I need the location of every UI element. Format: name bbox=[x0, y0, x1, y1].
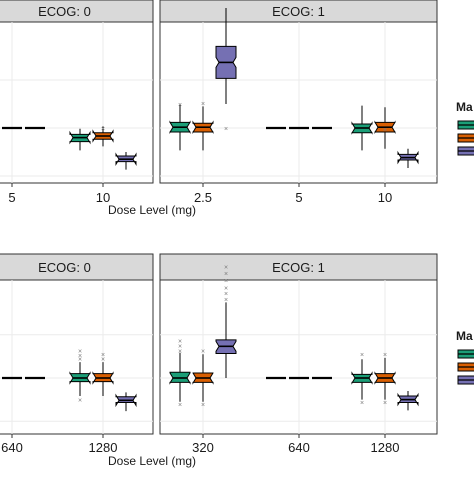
box-10-series-2 bbox=[115, 152, 137, 170]
outlier-point: × bbox=[178, 344, 182, 351]
box-2.5-series-0: × bbox=[169, 102, 191, 151]
outlier-point: × bbox=[383, 352, 387, 359]
x-tick-label: 10 bbox=[96, 190, 110, 205]
box-10-series-2 bbox=[397, 148, 419, 168]
box-2.5-series-2: × bbox=[215, 8, 237, 133]
box-1280-series-2 bbox=[397, 390, 419, 411]
box-1280-series-0: ×× bbox=[351, 352, 373, 407]
outlier-point: × bbox=[78, 349, 82, 356]
legend-key-0 bbox=[457, 349, 474, 359]
x-tick-label: 1280 bbox=[371, 440, 400, 455]
facet-plot-area bbox=[0, 279, 154, 435]
box-320-series-0: ×××× bbox=[169, 339, 191, 409]
outlier-point: × bbox=[178, 102, 182, 109]
outlier-point: × bbox=[178, 339, 182, 346]
x-tick-label: 320 bbox=[192, 440, 214, 455]
outlier-point: × bbox=[224, 297, 228, 304]
x-axis-title: Dose Level (mg) bbox=[108, 203, 196, 217]
box-10-series-1: × bbox=[374, 107, 396, 149]
outlier-point: × bbox=[101, 357, 105, 364]
legend-key-1 bbox=[457, 362, 474, 372]
outlier-point: × bbox=[178, 349, 182, 356]
legend-key-1 bbox=[457, 133, 474, 143]
outlier-point: × bbox=[78, 398, 82, 405]
outlier-point: × bbox=[201, 349, 205, 356]
legend-key-2 bbox=[457, 146, 474, 156]
outlier-point: × bbox=[224, 291, 228, 298]
x-tick-label: 640 bbox=[1, 440, 23, 455]
outlier-point: × bbox=[224, 126, 228, 133]
outlier-point: × bbox=[201, 402, 205, 409]
outlier-point: × bbox=[101, 352, 105, 359]
facet-strip bbox=[0, 253, 154, 281]
facet-strip-label: ECOG: 0 bbox=[38, 4, 91, 19]
outlier-point: × bbox=[78, 357, 82, 364]
x-tick-label: 5 bbox=[295, 190, 302, 205]
outlier-point: × bbox=[383, 127, 387, 134]
box-1280-series-1: ×× bbox=[92, 352, 114, 396]
outlier-point: × bbox=[178, 402, 182, 409]
outlier-point: × bbox=[78, 353, 82, 360]
legend-title: Ma bbox=[456, 100, 473, 114]
box-2.5-series-1: × bbox=[192, 101, 214, 151]
facet-strip-label: ECOG: 1 bbox=[272, 4, 325, 19]
outlier-point: × bbox=[201, 101, 205, 108]
chart-row-2: ECOG: 0××××××ECOG: 1××××××××××××××××640 1… bbox=[0, 253, 474, 468]
box-10-series-0 bbox=[69, 128, 91, 151]
box-10-series-1: × bbox=[92, 126, 114, 147]
box-320-series-1: ×× bbox=[192, 349, 214, 409]
x-tick-label: 10 bbox=[378, 190, 392, 205]
facet-strip-label: ECOG: 1 bbox=[272, 260, 325, 275]
box-1280-series-1: ×× bbox=[374, 352, 396, 407]
facet-panel: ECOG: 0×××××× bbox=[0, 253, 154, 438]
box-1280-series-0: ×××× bbox=[69, 349, 91, 405]
outlier-point: × bbox=[101, 126, 105, 133]
x-tick-label: 1280 bbox=[89, 440, 118, 455]
outlier-point: × bbox=[360, 352, 364, 359]
legend-key-0 bbox=[457, 120, 474, 130]
outlier-point: × bbox=[224, 271, 228, 278]
x-tick-label: 5 bbox=[8, 190, 15, 205]
x-tick-label: 2.5 bbox=[194, 190, 212, 205]
box-1280-series-2 bbox=[115, 392, 137, 412]
facet-panel: ECOG: 1 × × × × bbox=[159, 0, 438, 187]
facet-panel: ECOG: 1×××××××××××××××× bbox=[159, 253, 438, 438]
facet-strip-label: ECOG: 0 bbox=[38, 260, 91, 275]
box-320-series-2: ×××××× bbox=[215, 264, 237, 378]
outlier-point: × bbox=[224, 285, 228, 292]
box-10-series-0 bbox=[351, 105, 373, 151]
x-axis-title: Dose Level (mg) bbox=[108, 454, 196, 468]
outlier-point: × bbox=[383, 400, 387, 407]
outlier-point: × bbox=[224, 278, 228, 285]
facet-panel: ECOG: 0 × bbox=[0, 0, 154, 187]
x-tick-label: 640 bbox=[288, 440, 310, 455]
facet-strip bbox=[159, 253, 438, 281]
outlier-point: × bbox=[224, 264, 228, 271]
legend-title: Ma bbox=[456, 329, 473, 343]
outlier-point: × bbox=[360, 400, 364, 407]
legend-key-2 bbox=[457, 375, 474, 385]
